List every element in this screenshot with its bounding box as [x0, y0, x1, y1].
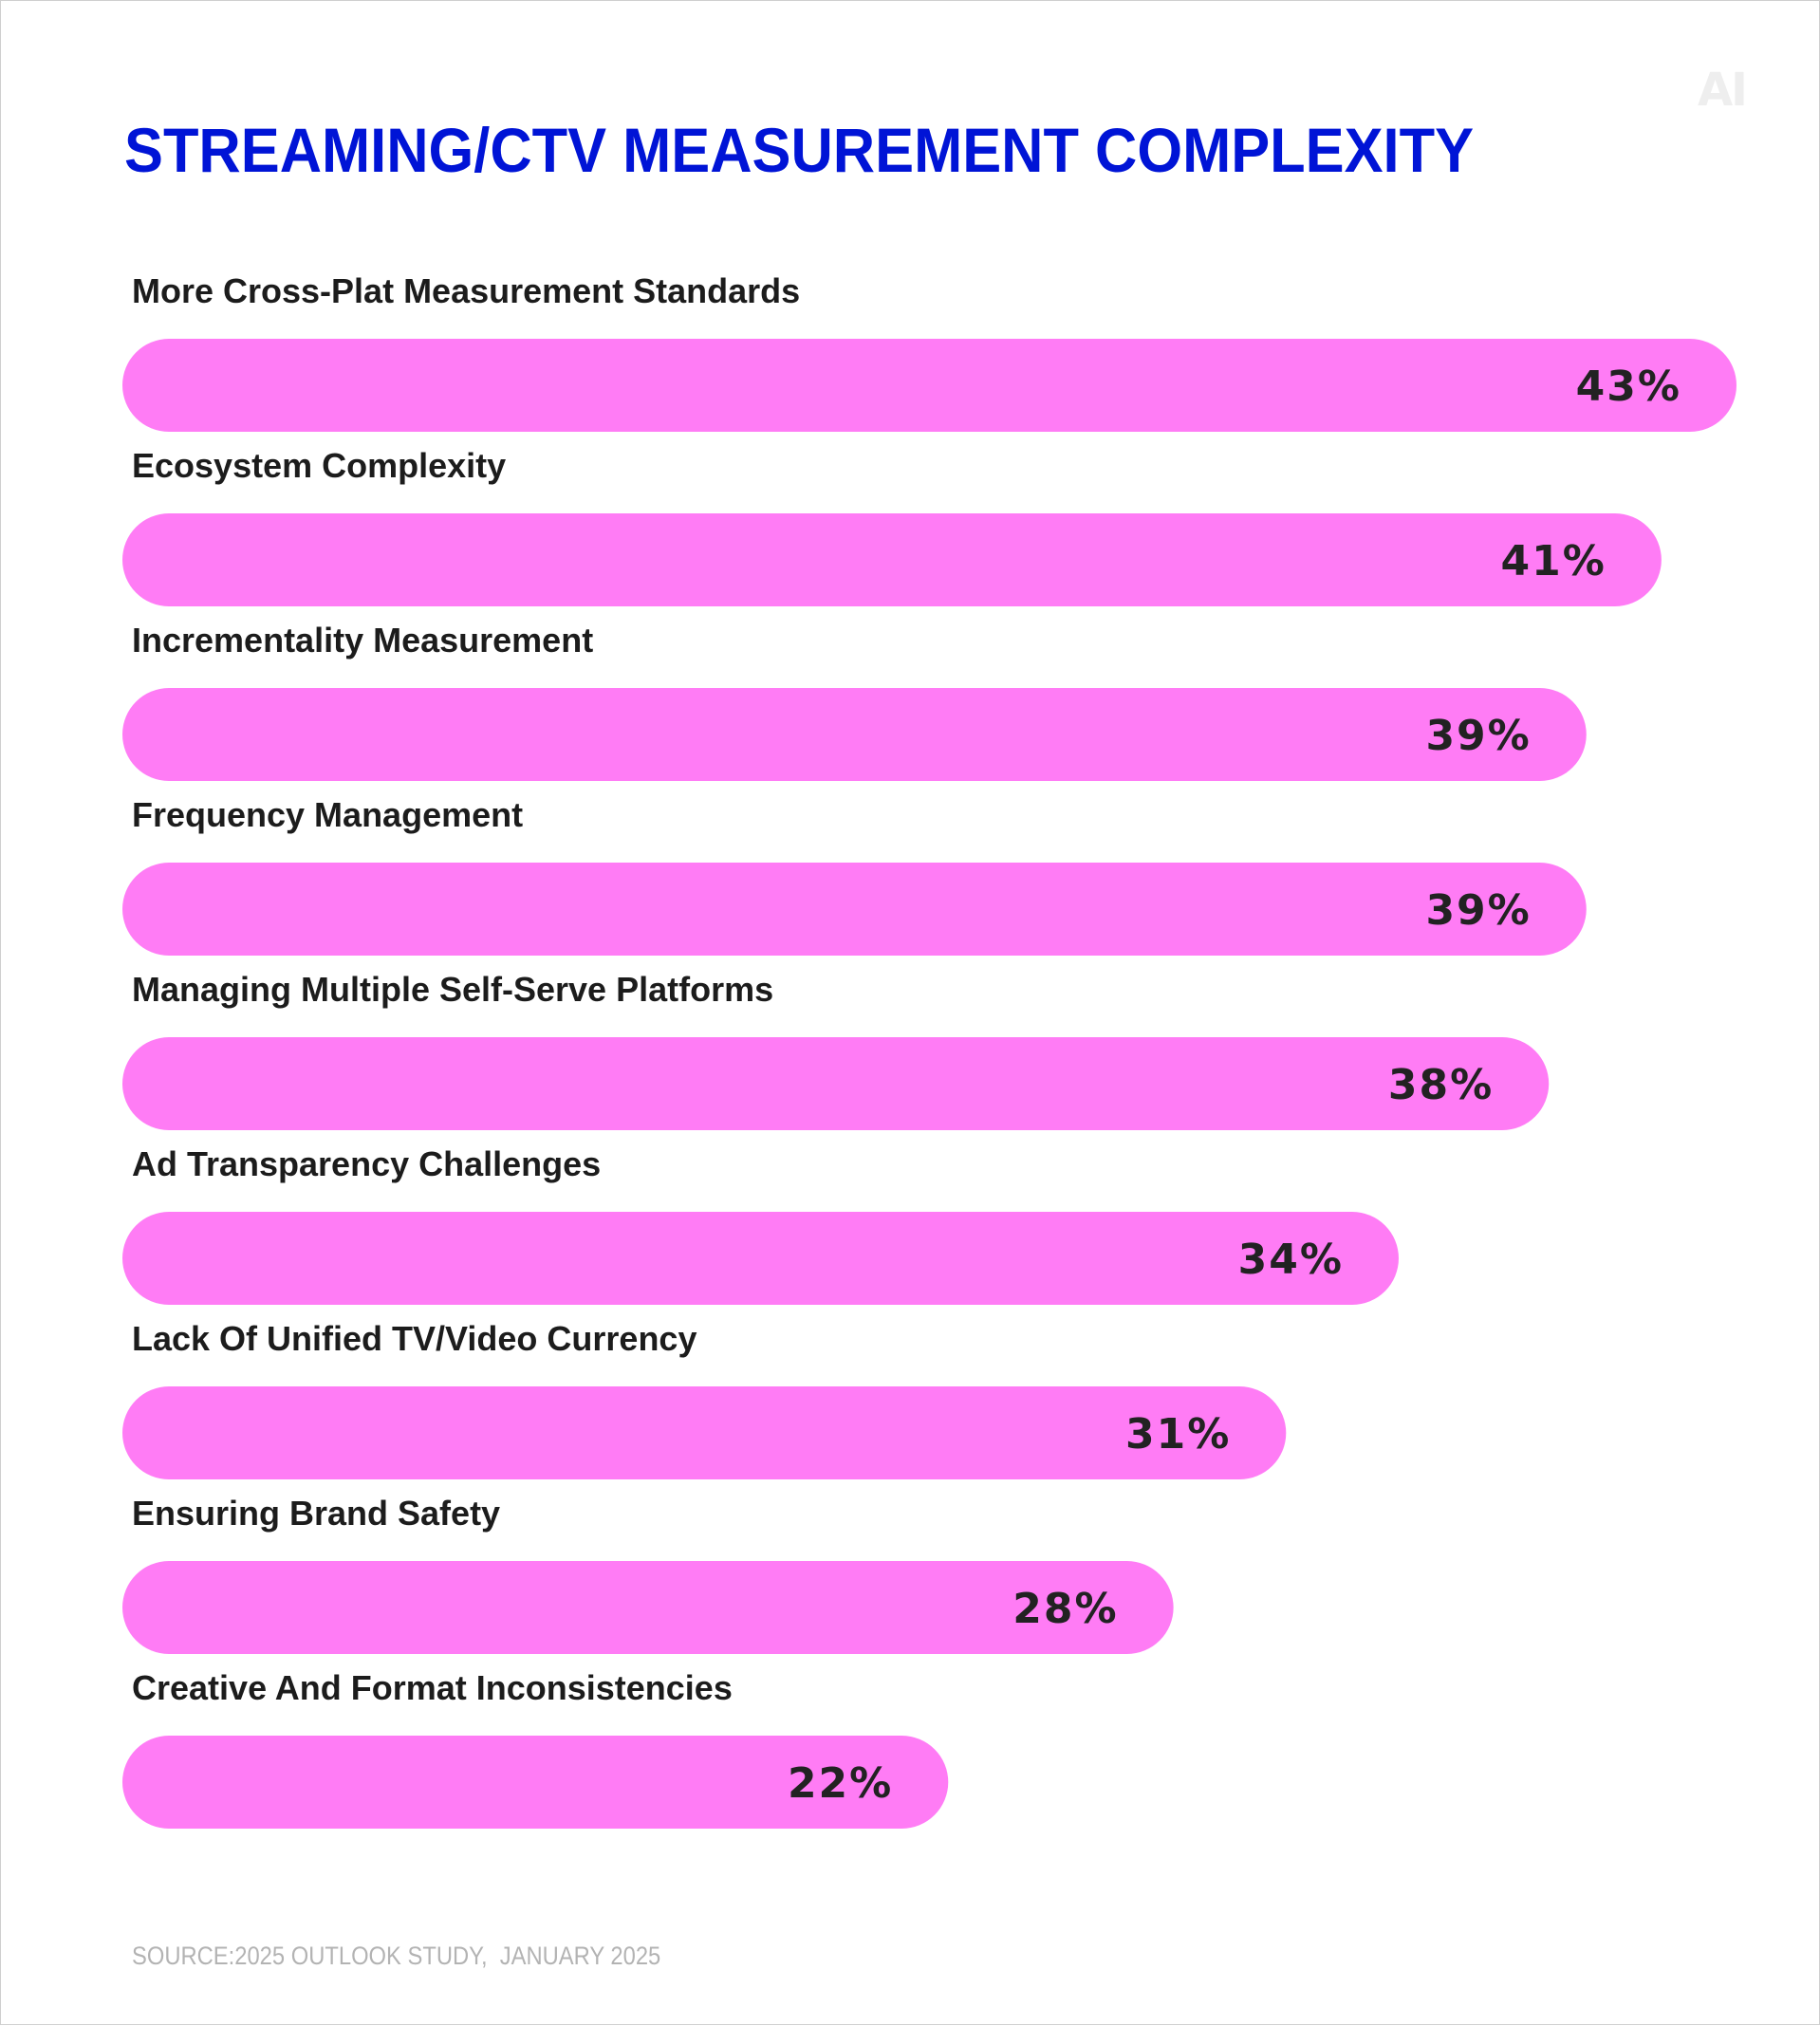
- brand-logo: AI: [1698, 64, 1748, 117]
- category-label: Ensuring Brand Safety: [132, 1494, 500, 1533]
- value-label: 38%: [1388, 1061, 1494, 1109]
- category-label: Managing Multiple Self-Serve Platforms: [132, 970, 773, 1009]
- value-label: 28%: [1012, 1585, 1118, 1633]
- bar: [122, 1386, 1287, 1479]
- bar: [122, 688, 1587, 781]
- bar: [122, 863, 1587, 956]
- bar: [122, 339, 1736, 432]
- category-label: More Cross-Plat Measurement Standards: [132, 271, 800, 310]
- value-label: 34%: [1238, 1236, 1344, 1284]
- bar: [122, 1037, 1550, 1130]
- value-label: 39%: [1425, 886, 1531, 935]
- category-label: Frequency Management: [132, 795, 523, 834]
- category-label: Lack Of Unified TV/Video Currency: [132, 1319, 696, 1358]
- source-note: SOURCE:2025 OUTLOOK STUDY, JANUARY 2025: [132, 1942, 661, 1970]
- bar: [122, 1212, 1399, 1305]
- value-label: 43%: [1576, 362, 1681, 411]
- bar: [122, 513, 1662, 606]
- value-label: 41%: [1501, 537, 1606, 585]
- bar: [122, 1736, 949, 1829]
- category-label: Creative And Format Inconsistencies: [132, 1668, 733, 1707]
- bar: [122, 1561, 1174, 1654]
- category-label: Incrementality Measurement: [132, 621, 593, 660]
- category-label: Ad Transparency Challenges: [132, 1144, 601, 1183]
- value-label: 31%: [1125, 1410, 1231, 1459]
- category-label: Ecosystem Complexity: [132, 446, 506, 485]
- value-label: 39%: [1425, 712, 1531, 760]
- value-label: 22%: [788, 1759, 893, 1808]
- chart-title: STREAMING/CTV MEASUREMENT COMPLEXITY: [124, 115, 1475, 185]
